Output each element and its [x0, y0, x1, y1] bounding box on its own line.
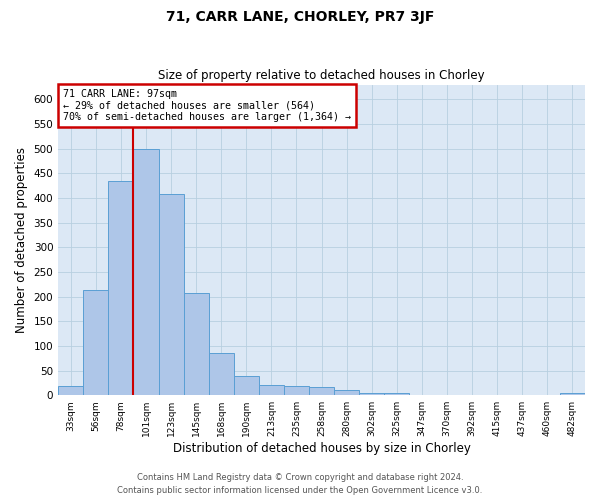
Bar: [83, 290, 109, 395]
Bar: [209, 354, 234, 395]
Bar: [309, 387, 334, 395]
Bar: [385, 392, 409, 395]
Bar: [109, 180, 133, 395]
Bar: [184, 293, 209, 395]
Bar: [359, 392, 385, 395]
X-axis label: Distribution of detached houses by size in Chorley: Distribution of detached houses by size …: [173, 442, 470, 455]
Title: Size of property relative to detached houses in Chorley: Size of property relative to detached ho…: [158, 69, 485, 82]
Bar: [158, 194, 184, 395]
Y-axis label: Number of detached properties: Number of detached properties: [15, 147, 28, 333]
Bar: [133, 148, 158, 395]
Text: Contains HM Land Registry data © Crown copyright and database right 2024.
Contai: Contains HM Land Registry data © Crown c…: [118, 474, 482, 495]
Bar: [560, 392, 585, 395]
Bar: [284, 386, 309, 395]
Bar: [58, 386, 83, 395]
Text: 71, CARR LANE, CHORLEY, PR7 3JF: 71, CARR LANE, CHORLEY, PR7 3JF: [166, 10, 434, 24]
Text: 71 CARR LANE: 97sqm
← 29% of detached houses are smaller (564)
70% of semi-detac: 71 CARR LANE: 97sqm ← 29% of detached ho…: [64, 89, 352, 122]
Bar: [234, 376, 259, 395]
Bar: [259, 386, 284, 395]
Bar: [334, 390, 359, 395]
